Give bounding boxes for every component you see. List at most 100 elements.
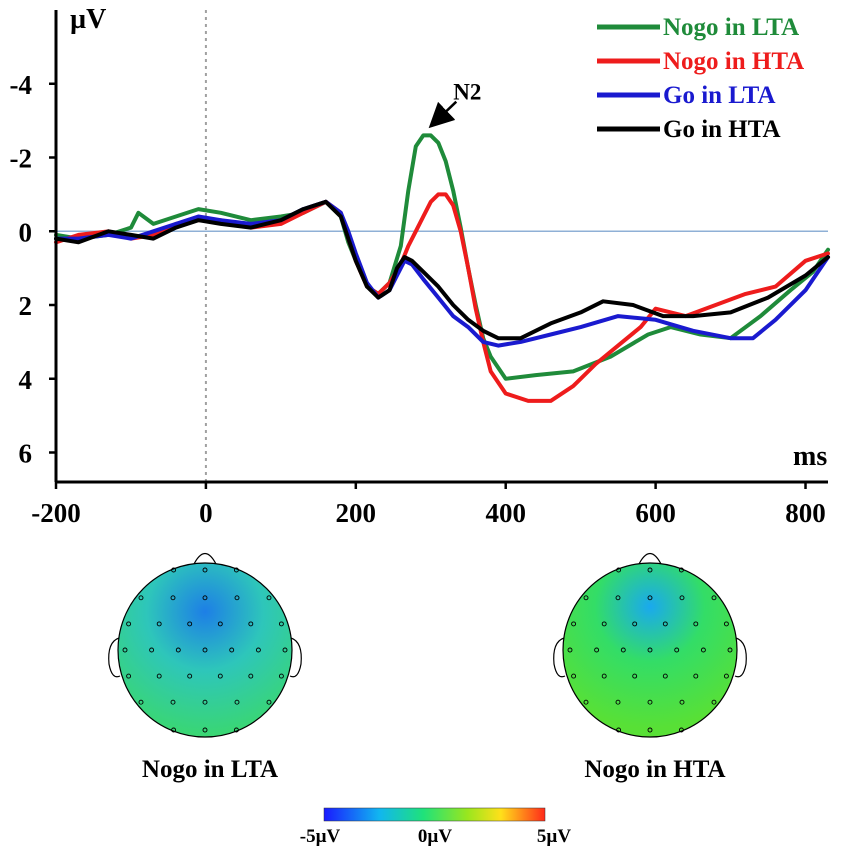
electrode-marker xyxy=(594,647,600,653)
electrode-marker xyxy=(266,595,272,601)
electrode-marker xyxy=(647,595,653,601)
electrode-marker xyxy=(202,647,208,653)
electrode-marker xyxy=(171,567,177,573)
colorbar-max-label: 5µV xyxy=(537,826,571,847)
y-tick-label: 0 xyxy=(19,217,33,247)
series-line-go-in-hta xyxy=(54,199,830,341)
electrode-marker xyxy=(248,621,254,627)
electrode-marker xyxy=(583,699,589,705)
electrode-marker xyxy=(126,621,132,627)
legend-label: Nogo in LTA xyxy=(663,14,799,41)
n2-label: N2 xyxy=(453,80,481,105)
electrode-marker xyxy=(217,621,223,627)
electrode-marker xyxy=(175,647,181,653)
axis-ticks: -200 0 200 400 600 800 -4 -2 0 2 4 6 xyxy=(10,70,826,528)
colorbar-gradient xyxy=(323,807,546,822)
legend-item-nogo-hta: Nogo in HTA xyxy=(597,48,804,75)
electrode-marker xyxy=(662,621,668,627)
electrode-marker xyxy=(234,699,240,705)
electrode-marker xyxy=(700,647,706,653)
x-tick-label: 800 xyxy=(785,498,826,528)
electrode-marker xyxy=(693,673,699,679)
series-line-nogo-in-lta xyxy=(54,133,830,381)
colorbar-min-label: -5µV xyxy=(300,826,341,847)
electrode-marker xyxy=(679,595,685,601)
electrode-marker xyxy=(723,621,729,627)
legend-label: Nogo in HTA xyxy=(663,48,804,75)
electrode-marker xyxy=(156,673,162,679)
electrode-marker xyxy=(156,621,162,627)
electrode-marker xyxy=(202,567,208,573)
legend-label: Go in LTA xyxy=(663,82,776,109)
electrode-marker xyxy=(126,673,132,679)
x-tick-label: 0 xyxy=(199,498,213,528)
scalp-map xyxy=(117,562,293,738)
electrode-marker xyxy=(138,595,144,601)
electrode-marker xyxy=(583,595,589,601)
electrode-marker xyxy=(187,673,193,679)
electrode-marker xyxy=(149,647,155,653)
electrode-marker xyxy=(601,673,607,679)
electrode-marker xyxy=(571,673,577,679)
electrode-marker xyxy=(202,699,208,705)
electrode-marker xyxy=(674,647,680,653)
y-tick-label: 6 xyxy=(19,439,33,469)
electrode-marker xyxy=(662,673,668,679)
x-tick-label: 200 xyxy=(336,498,377,528)
legend-label: Go in HTA xyxy=(663,116,781,143)
y-tick-label: 4 xyxy=(19,365,33,395)
electrode-marker xyxy=(693,621,699,627)
electrode-marker xyxy=(278,673,284,679)
electrode-marker xyxy=(266,699,272,705)
electrode-marker xyxy=(647,647,653,653)
electrode-marker xyxy=(138,699,144,705)
electrode-marker xyxy=(567,647,573,653)
n2-arrow xyxy=(428,100,458,129)
electrode-marker xyxy=(171,727,177,733)
series-line-go-in-lta xyxy=(54,199,830,348)
electrode-marker xyxy=(620,647,626,653)
electrode-marker xyxy=(632,673,638,679)
electrode-marker xyxy=(122,647,128,653)
electrode-marker xyxy=(601,621,607,627)
y-axis-unit: µV xyxy=(70,4,106,35)
y-tick-label: -2 xyxy=(10,144,33,174)
electrode-marker xyxy=(616,727,622,733)
scalp-map xyxy=(562,562,738,738)
left-ear-outline xyxy=(553,637,566,678)
electrode-marker xyxy=(202,595,208,601)
x-tick-label: 400 xyxy=(485,498,526,528)
series-layer xyxy=(54,133,830,403)
legend-item-go-lta: Go in LTA xyxy=(597,82,776,109)
electrode-marker xyxy=(233,567,239,573)
colorbar-mid-label: 0µV xyxy=(418,826,452,847)
left-ear-outline xyxy=(108,637,121,678)
electrode-marker xyxy=(187,621,193,627)
right-ear-outline xyxy=(734,637,747,678)
erp-plot: -200 0 200 400 600 800 -4 -2 0 2 4 6 µV ms N2 xyxy=(10,4,830,528)
electrode-marker xyxy=(647,567,653,573)
electrode-marker xyxy=(278,621,284,627)
electrode-marker xyxy=(678,727,684,733)
electrode-marker xyxy=(727,647,733,653)
n2-annotation: N2 xyxy=(428,80,481,129)
electrode-marker xyxy=(723,673,729,679)
electrode-marker xyxy=(647,727,653,733)
topomap-nogo-hta: Nogo in HTA xyxy=(553,552,747,783)
x-tick-label: -200 xyxy=(31,498,81,528)
electrode-marker xyxy=(615,699,621,705)
y-tick-label: -4 xyxy=(10,70,33,100)
electrode-marker xyxy=(679,699,685,705)
x-tick-label: 600 xyxy=(635,498,676,528)
electrode-marker xyxy=(229,647,235,653)
electrode-marker xyxy=(615,595,621,601)
electrode-marker xyxy=(632,621,638,627)
topomap-nogo-lta: Nogo in LTA xyxy=(108,552,302,783)
electrode-marker xyxy=(217,673,223,679)
electrode-marker xyxy=(711,595,717,601)
electrode-marker xyxy=(170,595,176,601)
y-tick-label: 2 xyxy=(19,291,33,321)
right-ear-outline xyxy=(289,637,302,678)
electrode-marker xyxy=(711,699,717,705)
